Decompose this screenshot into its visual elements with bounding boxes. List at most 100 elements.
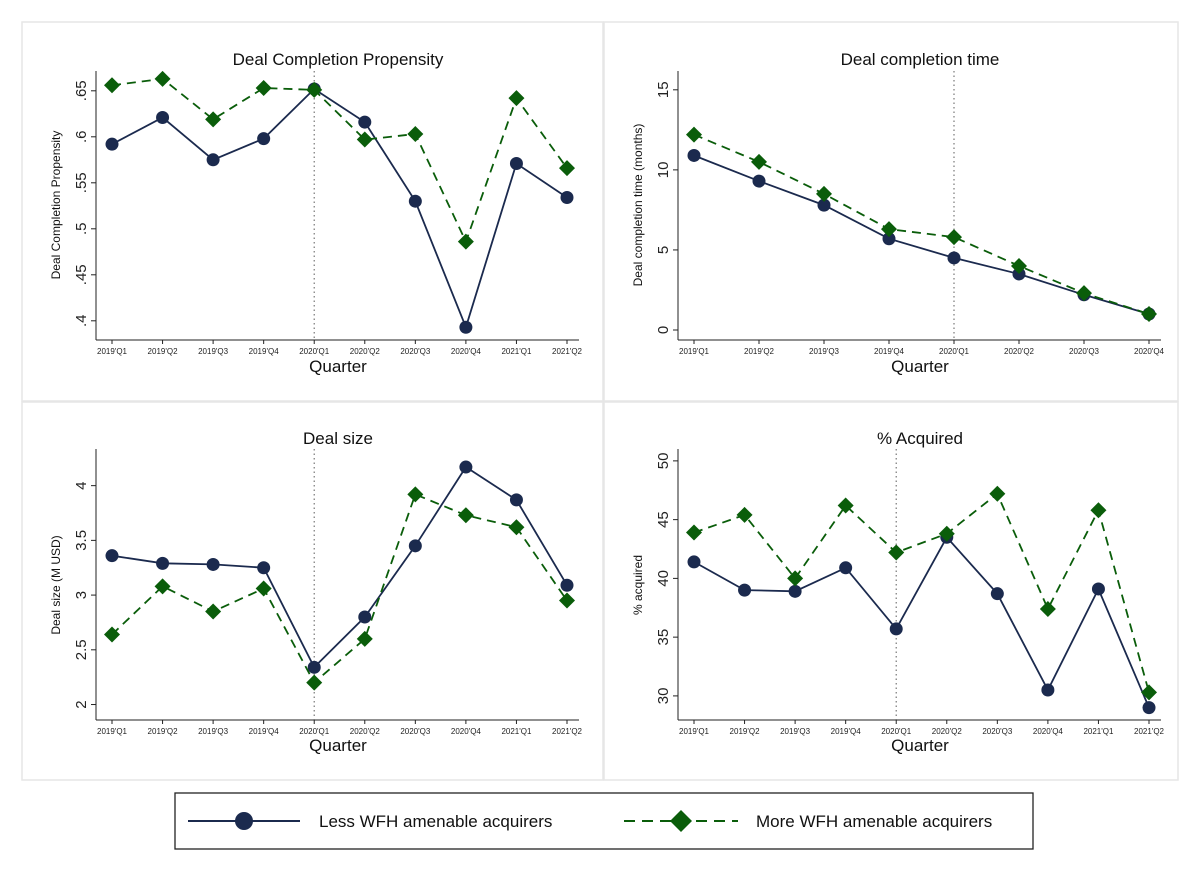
x-tick-label: 2021'Q2 (552, 347, 583, 356)
x-tick-label: 2019'Q2 (148, 347, 179, 356)
series-line-more-wfh (693, 133, 1150, 315)
data-point-more-wfh (787, 570, 804, 587)
y-tick-label: 40 (655, 570, 672, 587)
data-point-less-wfh (817, 198, 831, 212)
x-tick-label: 2020'Q4 (451, 347, 482, 356)
data-point-more-wfh (736, 506, 753, 523)
legend-label: More WFH amenable acquirers (756, 812, 992, 831)
y-tick-label: .4 (73, 315, 90, 328)
series-line-less-wfh (693, 154, 1150, 315)
data-point-more-wfh (255, 80, 272, 97)
chart-pct-acquired: % Acquired Quarter % acquired 30 35 40 45 50… (631, 429, 1165, 755)
series-line-less-wfh (111, 465, 568, 669)
data-point-more-wfh (1011, 257, 1027, 274)
data-point-more-wfh (356, 131, 373, 148)
x-axis-label: Quarter (309, 736, 367, 755)
data-point-less-wfh (257, 132, 271, 146)
chart-title: Deal size (303, 429, 373, 448)
x-tick-label: 2019'Q3 (809, 347, 840, 356)
data-point-more-wfh (508, 90, 525, 107)
data-point-more-wfh (306, 674, 323, 691)
legend-marker-diamond (670, 810, 692, 832)
y-tick-label: 45 (655, 511, 672, 528)
data-point-less-wfh (257, 561, 271, 575)
data-point-more-wfh (751, 153, 767, 170)
x-tick-label: 2019'Q1 (97, 727, 128, 736)
x-axis-label: Quarter (891, 357, 949, 376)
data-point-more-wfh (1039, 600, 1056, 617)
y-tick-label: 2 (73, 700, 90, 708)
data-point-less-wfh (156, 556, 170, 570)
data-point-more-wfh (837, 497, 854, 514)
panel-border-deal-completion-time (603, 21, 1179, 402)
series-line-more-wfh (111, 493, 568, 685)
x-axis-label: Quarter (891, 736, 949, 755)
chart-deal-completion-time: Deal completion time Quarter Deal comple… (631, 50, 1165, 376)
data-point-less-wfh (889, 622, 903, 636)
data-point-more-wfh (881, 221, 897, 238)
series-line-more-wfh (111, 77, 568, 245)
data-point-more-wfh (255, 580, 272, 597)
series-line-less-wfh (111, 87, 568, 330)
data-point-less-wfh (307, 660, 321, 674)
y-tick-label: .65 (73, 80, 90, 101)
data-point-less-wfh (752, 174, 766, 188)
x-tick-label: 2019'Q2 (148, 727, 179, 736)
data-point-less-wfh (947, 251, 961, 265)
data-point-less-wfh (839, 561, 853, 575)
series-line-more-wfh (693, 492, 1150, 693)
chart-deal-size: Deal size Quarter Deal size (M USD) 2 2.5… (49, 429, 583, 755)
x-tick-label: 2020'Q2 (932, 727, 963, 736)
x-tick-label: 2020'Q1 (299, 727, 330, 736)
y-tick-label: 50 (655, 453, 672, 470)
data-point-more-wfh (205, 603, 222, 620)
x-tick-label: 2019'Q4 (249, 727, 280, 736)
data-point-less-wfh (990, 587, 1004, 601)
data-point-less-wfh (408, 194, 422, 208)
data-point-more-wfh (989, 485, 1006, 502)
y-tick-label: .55 (73, 172, 90, 193)
x-tick-label: 2020'Q3 (400, 727, 431, 736)
legend: Less WFH amenable acquirers More WFH ame… (174, 792, 1034, 850)
x-tick-label: 2020'Q3 (1069, 347, 1100, 356)
data-point-more-wfh (154, 70, 171, 87)
panel-border-deal-size (21, 401, 604, 781)
data-point-more-wfh (559, 160, 575, 177)
y-tick-label: 3 (73, 591, 90, 599)
data-point-more-wfh (306, 81, 323, 98)
data-point-less-wfh (788, 584, 802, 598)
data-point-more-wfh (104, 626, 120, 643)
x-tick-label: 2020'Q3 (400, 347, 431, 356)
legend-item-less-wfh: Less WFH amenable acquirers (188, 812, 552, 831)
chart-deal-completion-propensity: Deal Completion Propensity Quarter Deal … (49, 50, 583, 376)
legend-marker-circle (235, 812, 253, 830)
x-tick-label: 2019'Q1 (679, 347, 710, 356)
data-point-less-wfh (105, 137, 119, 151)
chart-title: Deal Completion Propensity (233, 50, 444, 69)
x-tick-label: 2019'Q1 (97, 347, 128, 356)
data-point-more-wfh (946, 229, 962, 246)
data-point-less-wfh (206, 153, 220, 167)
y-tick-label: 30 (655, 688, 672, 705)
x-tick-label: 2019'Q4 (249, 347, 280, 356)
x-tick-label: 2020'Q4 (1134, 347, 1165, 356)
x-tick-label: 2021'Q1 (1083, 727, 1114, 736)
x-tick-label: 2020'Q4 (451, 727, 482, 736)
y-tick-label: .5 (73, 223, 90, 236)
y-tick-label: 2.5 (73, 639, 90, 660)
x-tick-label: 2020'Q1 (881, 727, 912, 736)
y-tick-label: 0 (655, 326, 672, 334)
chart-title: % Acquired (877, 429, 963, 448)
data-point-more-wfh (407, 486, 424, 503)
legend-label: Less WFH amenable acquirers (319, 812, 552, 831)
x-tick-label: 2021'Q1 (501, 347, 532, 356)
data-point-more-wfh (888, 544, 905, 561)
data-point-more-wfh (1141, 305, 1157, 322)
x-tick-label: 2020'Q4 (1033, 727, 1064, 736)
y-tick-label: 10 (655, 162, 672, 179)
data-point-less-wfh (459, 460, 473, 474)
x-tick-label: 2020'Q1 (299, 347, 330, 356)
data-point-more-wfh (356, 630, 373, 647)
x-tick-label: 2020'Q2 (350, 347, 381, 356)
series-line-less-wfh (693, 535, 1150, 708)
